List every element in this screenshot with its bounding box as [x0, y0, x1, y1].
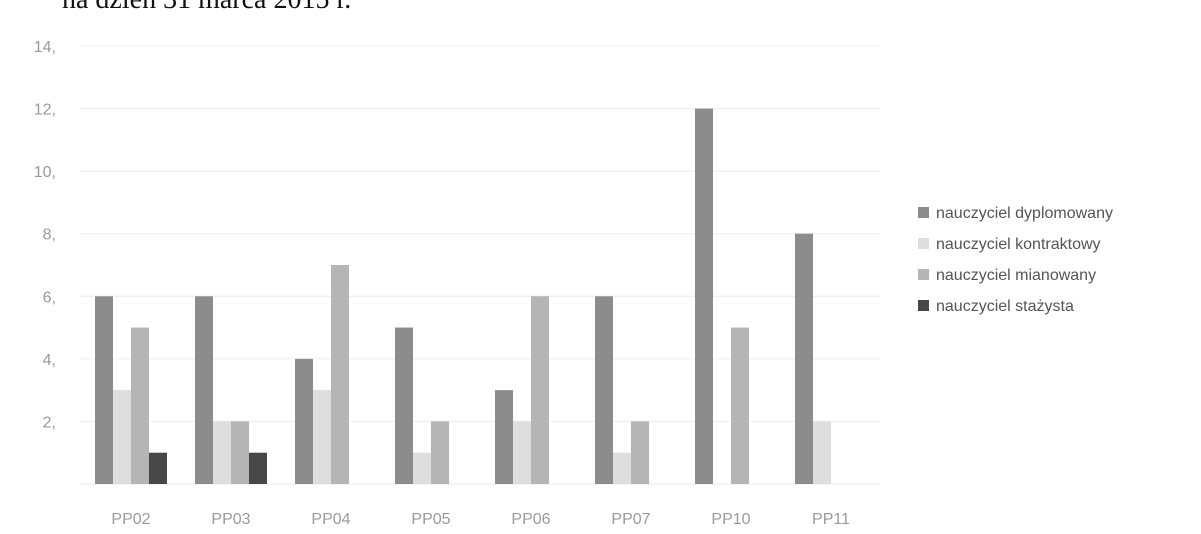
x-axis-tick-labels: PP02 PP03 PP04 PP05 PP06 PP07 PP10 PP11 [111, 511, 850, 528]
bar-pp07-1 [595, 296, 613, 484]
bar-pp06-3 [531, 296, 549, 484]
x-tick-label: PP05 [411, 511, 450, 528]
bar-pp07-2 [613, 452, 631, 484]
bar-pp07-3 [631, 421, 649, 484]
bar-pp06-2 [513, 421, 531, 484]
legend-swatch [918, 269, 929, 280]
bar-pp11-2 [813, 421, 831, 484]
x-tick-label: PP10 [711, 511, 750, 528]
legend: nauczyciel dyplomowany nauczyciel kontrak… [918, 205, 1113, 315]
y-axis-tick-labels: 2, 4, 6, 8, 10, 12, 14, [34, 39, 56, 431]
y-tick-label: 14, [34, 39, 56, 56]
y-tick-label: 2, [43, 414, 56, 431]
bar-pp03-3 [231, 421, 249, 484]
chart-heading: na dzień 31 marca 2015 r. [62, 0, 351, 16]
bar-pp03-1 [195, 296, 213, 484]
legend-label: nauczyciel mianowany [936, 267, 1096, 284]
bar-pp04-1 [295, 358, 313, 484]
legend-swatch [918, 238, 929, 249]
legend-label: nauczyciel stażysta [936, 298, 1074, 315]
x-tick-label: PP02 [111, 511, 150, 528]
legend-label: nauczyciel dyplomowany [936, 205, 1113, 222]
x-tick-label: PP07 [611, 511, 650, 528]
bar-pp11-1 [795, 233, 813, 484]
bar-pp03-4 [249, 452, 267, 484]
x-tick-label: PP11 [812, 511, 850, 528]
legend-swatch [918, 207, 929, 218]
bar-pp10-3 [731, 327, 749, 484]
bar-pp03-2 [213, 421, 231, 484]
x-tick-label: PP06 [511, 511, 550, 528]
bar-pp10-1 [695, 108, 713, 485]
bar-pp05-1 [395, 327, 413, 484]
legend-label: nauczyciel kontraktowy [936, 236, 1101, 253]
bar-pp04-3 [331, 265, 349, 484]
y-tick-label: 4, [43, 352, 56, 369]
bar-pp02-4 [149, 452, 167, 484]
x-tick-label: PP04 [311, 511, 350, 528]
y-tick-label: 12, [34, 102, 56, 119]
legend-swatch [918, 300, 929, 311]
bar-pp02-1 [95, 296, 113, 484]
bar-pp02-2 [113, 390, 131, 484]
y-tick-label: 10, [34, 164, 56, 181]
bar-pp06-1 [495, 390, 513, 484]
bars [95, 108, 831, 485]
bar-pp04-2 [313, 390, 331, 484]
bar-pp02-3 [131, 327, 149, 484]
bar-pp05-3 [431, 421, 449, 484]
bar-pp05-2 [413, 452, 431, 484]
y-tick-label: 8, [43, 227, 56, 244]
x-tick-label: PP03 [211, 511, 250, 528]
y-tick-label: 6, [43, 289, 56, 306]
